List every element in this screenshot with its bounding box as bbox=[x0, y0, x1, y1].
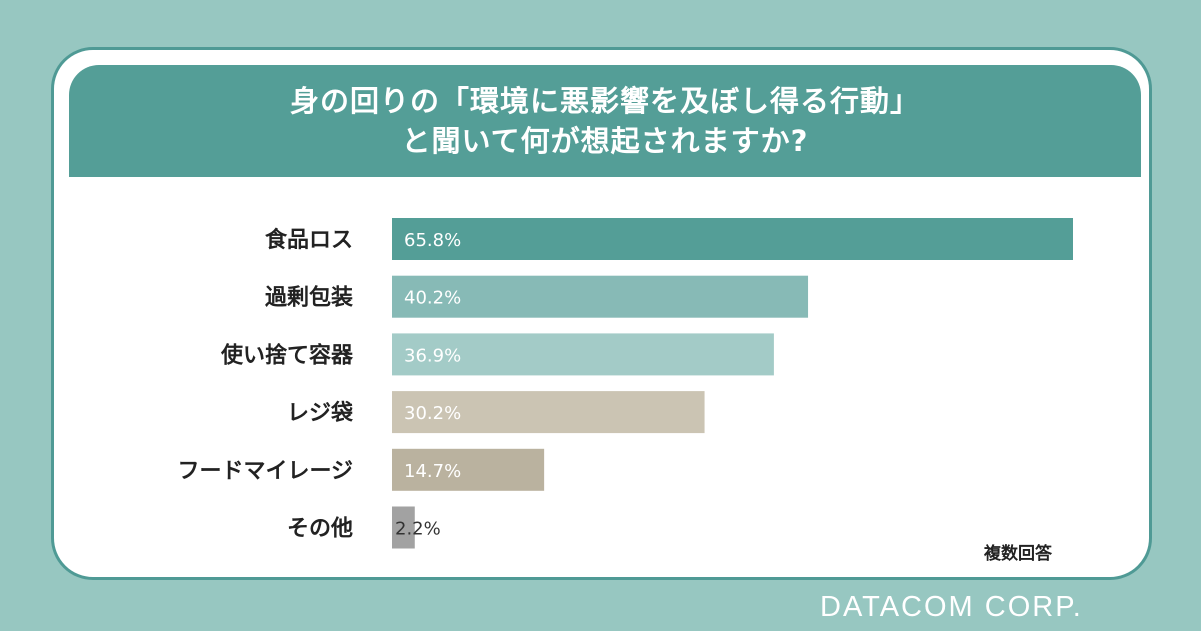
title-line-1: 身の回りの「環境に悪影響を及ぼし得る行動」 bbox=[289, 84, 920, 118]
value-label-3: 30.2% bbox=[404, 403, 461, 424]
bar-5 bbox=[392, 506, 415, 549]
bar-3 bbox=[392, 391, 705, 434]
value-label-0: 65.8% bbox=[404, 230, 461, 251]
category-label-1: 過剰包装 bbox=[265, 285, 353, 311]
category-label-5: その他 bbox=[287, 517, 353, 542]
category-label-4: フードマイレージ bbox=[177, 459, 353, 484]
category-label-0: 食品ロス bbox=[265, 227, 353, 253]
bar-4 bbox=[392, 448, 545, 491]
category-label-2: 使い捨て容器 bbox=[220, 342, 354, 368]
title-line-2: と聞いて何が想起されますか? bbox=[401, 124, 809, 158]
brand-logo: DATACOM CORP. bbox=[820, 591, 1083, 623]
value-label-1: 40.2% bbox=[404, 288, 461, 309]
value-label-5: 2.2% bbox=[395, 519, 441, 540]
chart-card: 身の回りの「環境に悪影響を及ぼし得る行動」 と聞いて何が想起されますか? 複数回… bbox=[51, 47, 1152, 580]
value-label-4: 14.7% bbox=[404, 461, 461, 482]
value-label-2: 36.9% bbox=[404, 345, 461, 366]
bar-1 bbox=[392, 275, 809, 318]
bar-2 bbox=[392, 333, 774, 376]
chart-header: 身の回りの「環境に悪影響を及ぼし得る行動」 と聞いて何が想起されますか? bbox=[69, 65, 1141, 177]
category-label-3: レジ袋 bbox=[287, 400, 354, 426]
multiple-answer-note: 複数回答 bbox=[984, 544, 1052, 564]
bar-0 bbox=[392, 218, 1073, 260]
